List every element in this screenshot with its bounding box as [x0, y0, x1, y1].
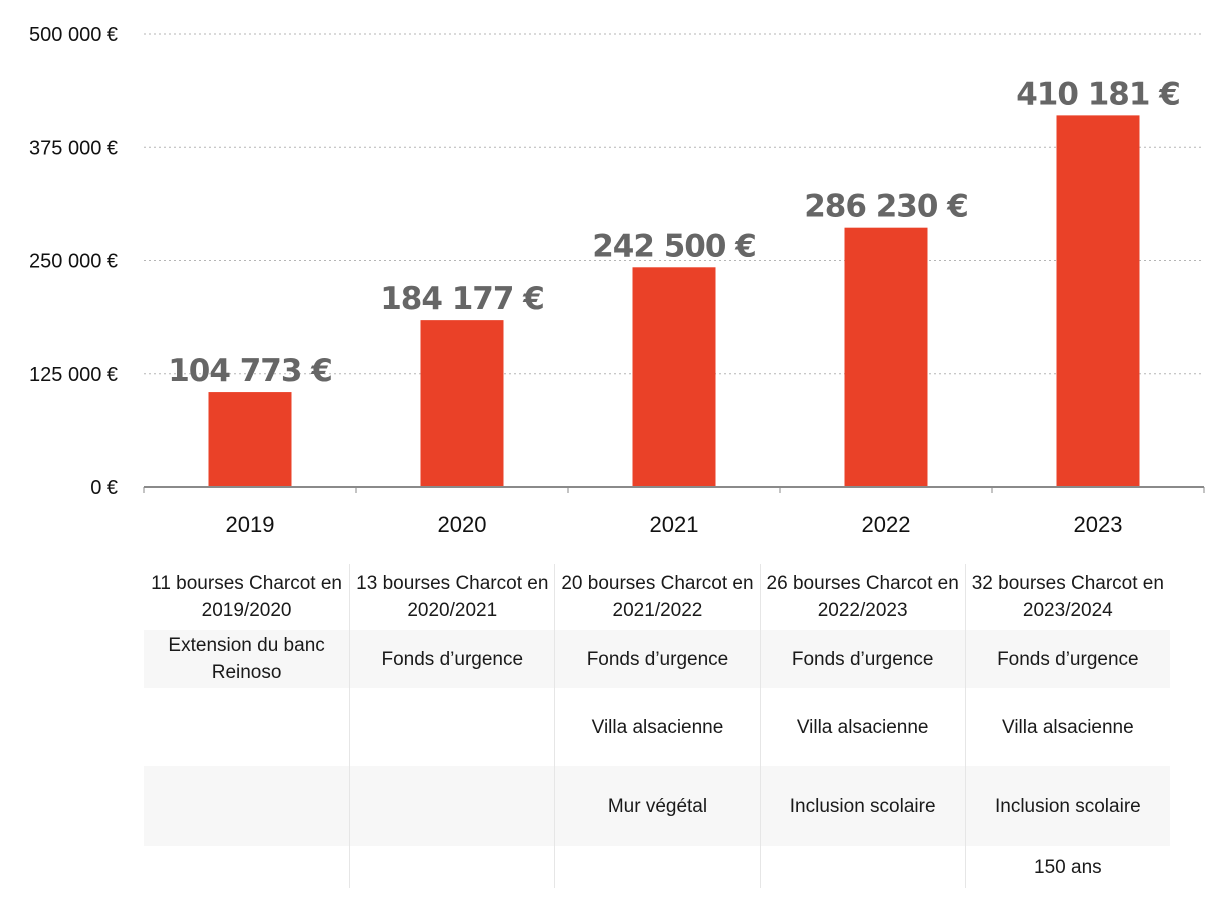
- data-label: 410 181 €: [1016, 76, 1180, 112]
- table-row-anniversary: 150 ans: [144, 846, 1170, 888]
- table-row-inclusion: Mur végétal Inclusion scolaire Inclusion…: [144, 766, 1170, 846]
- bar-chart: 0 €125 000 €250 000 €375 000 €500 000 € …: [29, 24, 1205, 537]
- x-tick-label: 2019: [226, 512, 275, 537]
- table-cell: [759, 846, 965, 888]
- bars: [208, 115, 1140, 488]
- table-cell: 11 bourses Charcot en 2019/2020: [151, 573, 342, 621]
- y-tick-label: 0 €: [90, 477, 118, 499]
- data-labels: 104 773 € 184 177 € 242 500 € 286 230 € 410 …: [168, 76, 1181, 389]
- table-cell: [349, 846, 554, 888]
- table-cell: [144, 766, 349, 846]
- data-label: 104 773 €: [168, 353, 332, 389]
- bar-2020: [420, 320, 504, 487]
- table-cell: Mur végétal: [554, 766, 759, 846]
- bar-2022: [844, 227, 928, 488]
- y-tick-label: 500 000 €: [29, 24, 118, 46]
- bar-2019: [208, 392, 292, 487]
- x-tick-label: 2023: [1074, 512, 1123, 537]
- data-label: 286 230 €: [804, 189, 968, 225]
- table-cell: 150 ans: [964, 846, 1170, 888]
- table-row-villa: Villa alsacienne Villa alsacienne Villa …: [144, 688, 1170, 766]
- y-tick-label: 125 000 €: [29, 364, 118, 386]
- y-tick-label: 250 000 €: [29, 251, 118, 273]
- y-tick-label: 375 000 €: [29, 137, 118, 159]
- details-table: 11 bourses Charcot en 2019/2020 13 bours…: [144, 564, 1170, 888]
- bar-2021: [632, 267, 716, 487]
- y-axis-ticks: 0 € 125 000 € 250 000 € 375 000 € 500 000 €: [29, 24, 118, 499]
- table-cell: 26 bourses Charcot en 2022/2023: [759, 564, 965, 630]
- table-cell: [554, 846, 759, 888]
- table-cell: Fonds d’urgence: [349, 630, 554, 688]
- table-row-fonds: Extension du banc Reinoso Fonds d’urgenc…: [144, 630, 1170, 688]
- data-label: 184 177 €: [380, 281, 544, 317]
- table-cell: 20 bourses Charcot en 2021/2022: [554, 564, 759, 630]
- table-cell: Fonds d’urgence: [964, 630, 1170, 688]
- table-cell: 13 bourses Charcot en 2020/2021: [349, 564, 554, 630]
- table-cell: Fonds d’urgence: [554, 630, 759, 688]
- table-cell: Fonds d’urgence: [759, 630, 965, 688]
- table-cell: Villa alsacienne: [964, 688, 1170, 766]
- x-tick-label: 2020: [438, 512, 487, 537]
- x-axis-ticks: 2019 2020 2021 2022 2023: [143, 487, 1205, 537]
- x-tick-label: 2022: [862, 512, 911, 537]
- table-cell: [349, 688, 554, 766]
- table-cell: 32 bourses Charcot en 2023/2024: [964, 564, 1170, 630]
- table-cell: Inclusion scolaire: [759, 766, 965, 846]
- table-row-bourses: 11 bourses Charcot en 2019/2020 13 bours…: [144, 564, 1170, 630]
- table-cell: [144, 846, 349, 888]
- data-label: 242 500 €: [592, 228, 756, 264]
- table-cell: Extension du banc Reinoso: [168, 635, 325, 683]
- table-cell: Inclusion scolaire: [964, 766, 1170, 846]
- table-cell: Villa alsacienne: [759, 688, 965, 766]
- bar-2023: [1056, 115, 1140, 488]
- table-cell: [349, 766, 554, 846]
- x-tick-label: 2021: [650, 512, 699, 537]
- table-cell: [144, 688, 349, 766]
- table-cell: Villa alsacienne: [554, 688, 759, 766]
